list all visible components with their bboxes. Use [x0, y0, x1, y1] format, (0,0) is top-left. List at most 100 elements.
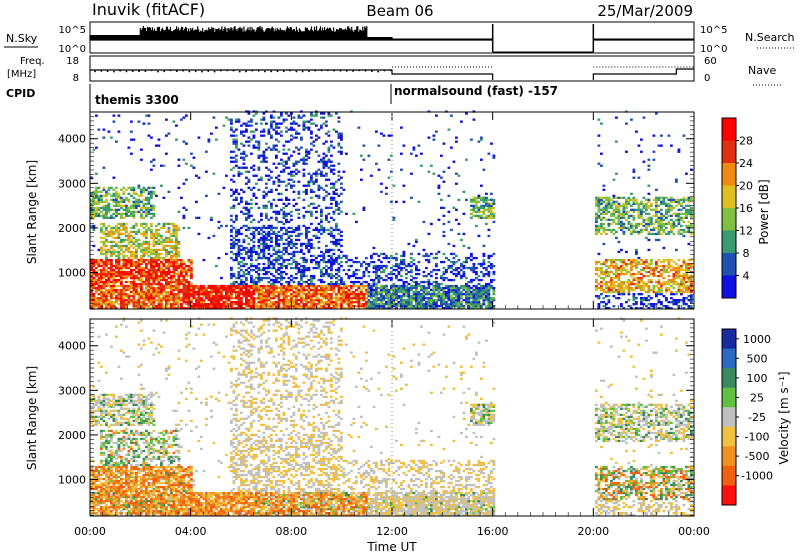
heatmap-cell [197, 288, 201, 292]
heatmap-cell [392, 286, 396, 290]
heatmap-cell [177, 295, 181, 298]
heatmap-cell [417, 295, 421, 298]
heatmap-cell [122, 228, 126, 232]
heatmap-cell [272, 198, 276, 201]
heatmap-cell [112, 200, 116, 203]
heatmap-cell [295, 228, 298, 232]
heatmap-cell [150, 272, 153, 276]
heatmap-cell [185, 293, 188, 296]
heatmap-cell [365, 290, 368, 294]
heatmap-cell [290, 295, 293, 298]
heatmap-cell [430, 270, 433, 274]
heatmap-cell [185, 286, 188, 290]
heatmap-cell [295, 202, 298, 205]
heatmap-cell [162, 226, 166, 230]
heatmap-cell [147, 190, 151, 193]
heatmap-cell [422, 303, 426, 306]
heatmap-cell [95, 297, 98, 300]
heatmap-cell [607, 266, 611, 270]
heatmap-cell [105, 214, 108, 217]
heatmap-cell [142, 270, 146, 274]
heatmap-cell [100, 264, 103, 268]
heatmap-cell [240, 200, 243, 203]
heatmap-cell [597, 230, 601, 234]
heatmap-cell [142, 299, 146, 302]
heatmap-cell [257, 144, 261, 147]
heatmap-cell [230, 290, 233, 294]
heatmap-cell [105, 244, 108, 248]
heatmap-cell [170, 288, 173, 292]
heatmap-cell [260, 305, 263, 308]
heatmap-cell [160, 268, 163, 272]
heatmap-cell [130, 286, 133, 290]
heatmap-cell [147, 260, 151, 264]
heatmap-cell [240, 260, 243, 264]
cpid-program-2: normalsound (fast) -157 [394, 84, 558, 98]
heatmap-cell [102, 200, 106, 203]
heatmap-cell [235, 228, 238, 232]
heatmap-cell [157, 301, 161, 304]
heatmap-cell [287, 299, 291, 302]
heatmap-cell [292, 184, 296, 187]
heatmap-cell [200, 303, 203, 306]
heatmap-cell [105, 238, 108, 242]
heatmap-cell [265, 160, 268, 163]
heatmap-cell [392, 272, 396, 276]
heatmap-cell [152, 258, 156, 262]
heatmap-cell [340, 234, 343, 238]
heatmap-cell [475, 307, 478, 310]
heatmap-cell [282, 164, 286, 167]
heatmap-cell [120, 228, 123, 232]
heatmap-cell [222, 295, 226, 298]
heatmap-cell [130, 272, 133, 276]
heatmap-cell [310, 246, 313, 250]
heatmap-cell [257, 246, 261, 250]
heatmap-cell [485, 272, 488, 276]
heatmap-cell [207, 305, 211, 308]
heatmap-cell [92, 299, 96, 302]
heatmap-cell [415, 154, 418, 157]
heatmap-cell [292, 116, 296, 119]
heatmap-cell [117, 288, 121, 292]
heatmap-cell [185, 301, 188, 304]
heatmap-cell [95, 286, 98, 290]
heatmap-cell [147, 295, 151, 298]
heatmap-cell [167, 266, 171, 270]
heatmap-cell [342, 282, 346, 286]
heatmap-cell [212, 284, 216, 288]
heatmap-cell [115, 280, 118, 284]
heatmap-cell [390, 154, 393, 157]
heatmap-cell [612, 220, 616, 224]
heatmap-cell [477, 299, 481, 302]
heatmap-cell [390, 170, 393, 173]
heatmap-cell [210, 297, 213, 300]
heatmap-cell [92, 282, 96, 286]
heatmap-cell [235, 307, 238, 310]
heatmap-cell [297, 305, 301, 308]
heatmap-cell [242, 152, 246, 155]
heatmap-cell [175, 288, 178, 292]
heatmap-cell [157, 138, 161, 141]
heatmap-cell [430, 252, 433, 256]
heatmap-cell [237, 282, 241, 286]
heatmap-cell [130, 204, 133, 207]
heatmap-cell [287, 230, 291, 234]
heatmap-cell [297, 307, 301, 310]
heatmap-cell [152, 297, 156, 300]
heatmap-cell [465, 303, 468, 306]
heatmap-cell [117, 299, 121, 302]
heatmap-cell [285, 204, 288, 207]
heatmap-cell [305, 284, 308, 288]
heatmap-cell [160, 282, 163, 286]
heatmap-cell [310, 210, 313, 213]
heatmap-cell [265, 266, 268, 270]
heatmap-cell [125, 266, 128, 270]
heatmap-cell [322, 305, 326, 308]
heatmap-cell [150, 168, 153, 171]
heatmap-cell [325, 260, 328, 264]
heatmap-cell [215, 301, 218, 304]
heatmap-cell [230, 286, 233, 290]
heatmap-cell [260, 176, 263, 179]
heatmap-cell [342, 286, 346, 290]
heatmap-cell [210, 290, 213, 294]
